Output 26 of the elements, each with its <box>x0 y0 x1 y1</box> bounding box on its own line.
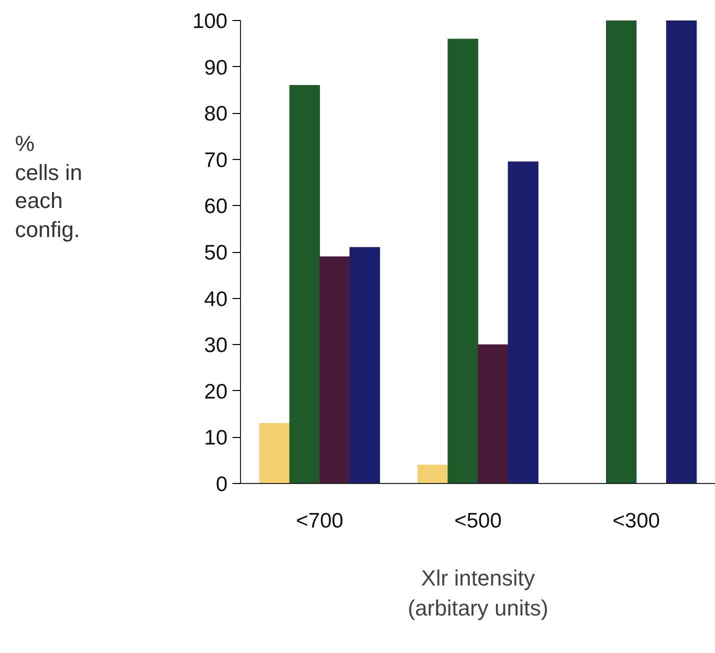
y-tick-label: 20 <box>204 380 228 404</box>
x-axis-title: Xlr intensity (arbitary units) <box>408 566 548 620</box>
bar <box>508 161 538 484</box>
y-tick-label: 100 <box>192 10 228 33</box>
bar <box>289 85 320 484</box>
y-tick-label: 60 <box>204 195 228 218</box>
bar <box>418 464 448 484</box>
x-tick-label: <500 <box>454 510 502 532</box>
bar <box>666 20 697 484</box>
y-tick-label: 80 <box>204 102 228 126</box>
bar <box>478 344 508 484</box>
bar <box>606 20 637 484</box>
y-tick-label: 40 <box>204 288 228 311</box>
text: % cells in each config. <box>15 130 82 244</box>
x-tick-label: <700 <box>296 510 344 532</box>
y-tick-label: 10 <box>204 426 228 450</box>
bar <box>319 256 350 484</box>
y-tick-label: 50 <box>204 242 228 264</box>
bar <box>259 423 290 484</box>
bar <box>448 38 478 484</box>
y-tick-label: 0 <box>216 473 228 496</box>
bar <box>350 247 380 484</box>
y-tick-label: 30 <box>204 334 228 358</box>
y-tick-label: 90 <box>204 56 228 80</box>
y-tick-label: 70 <box>204 148 228 172</box>
x-tick-label: <300 <box>612 510 660 532</box>
